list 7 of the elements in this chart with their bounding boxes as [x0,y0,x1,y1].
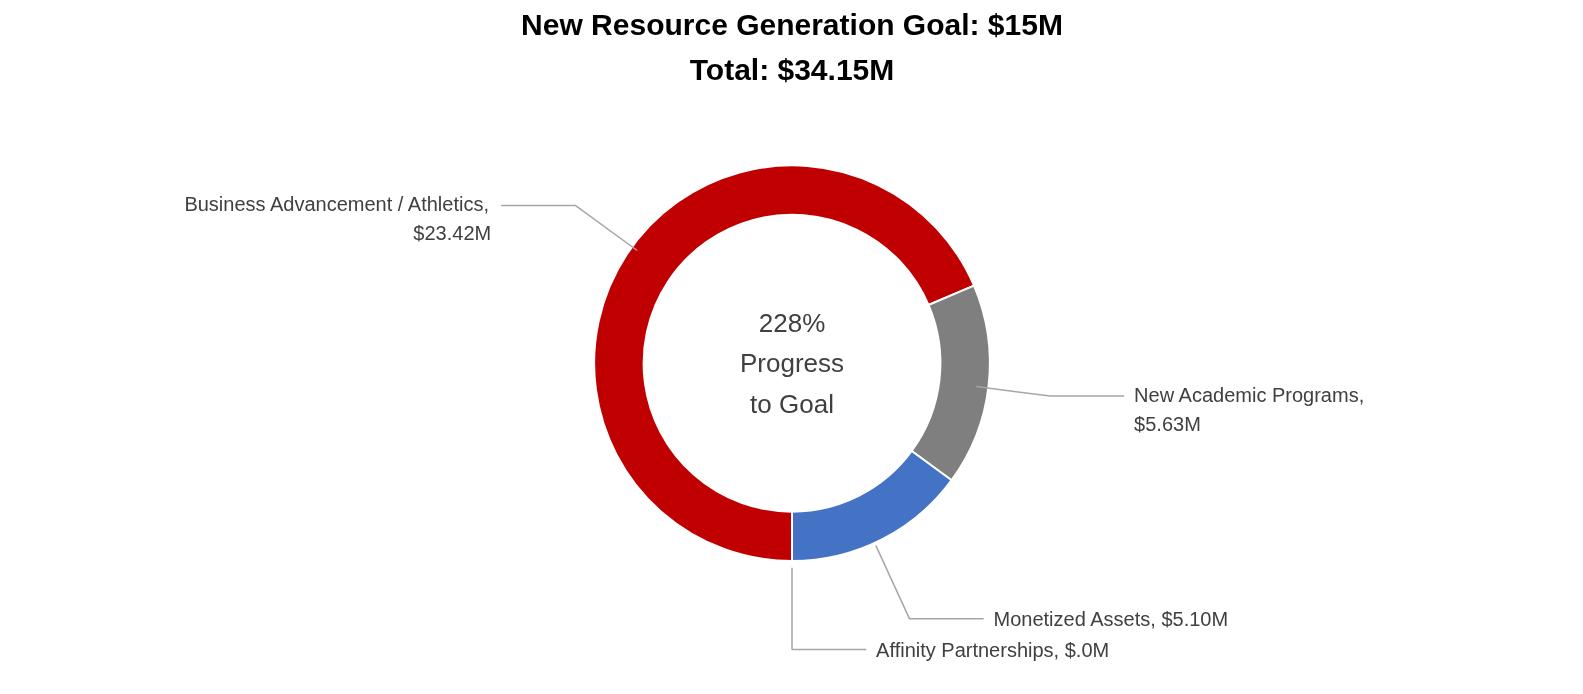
category-label: Affinity Partnerships, $.0M [876,638,1110,661]
slice-label: Monetized Assets, $5.10M [993,607,1229,630]
chart-subtitle: Total: $34.15M [689,52,895,86]
text: 228% Progress to Goal [739,307,845,419]
slice-label: Business Advancement / Athletics, $23.42M [184,193,492,245]
chart-title: New Resource Generation Goal: $15M [521,7,1063,41]
slice-label: New Academic Programs, $5.63M [1134,383,1365,435]
